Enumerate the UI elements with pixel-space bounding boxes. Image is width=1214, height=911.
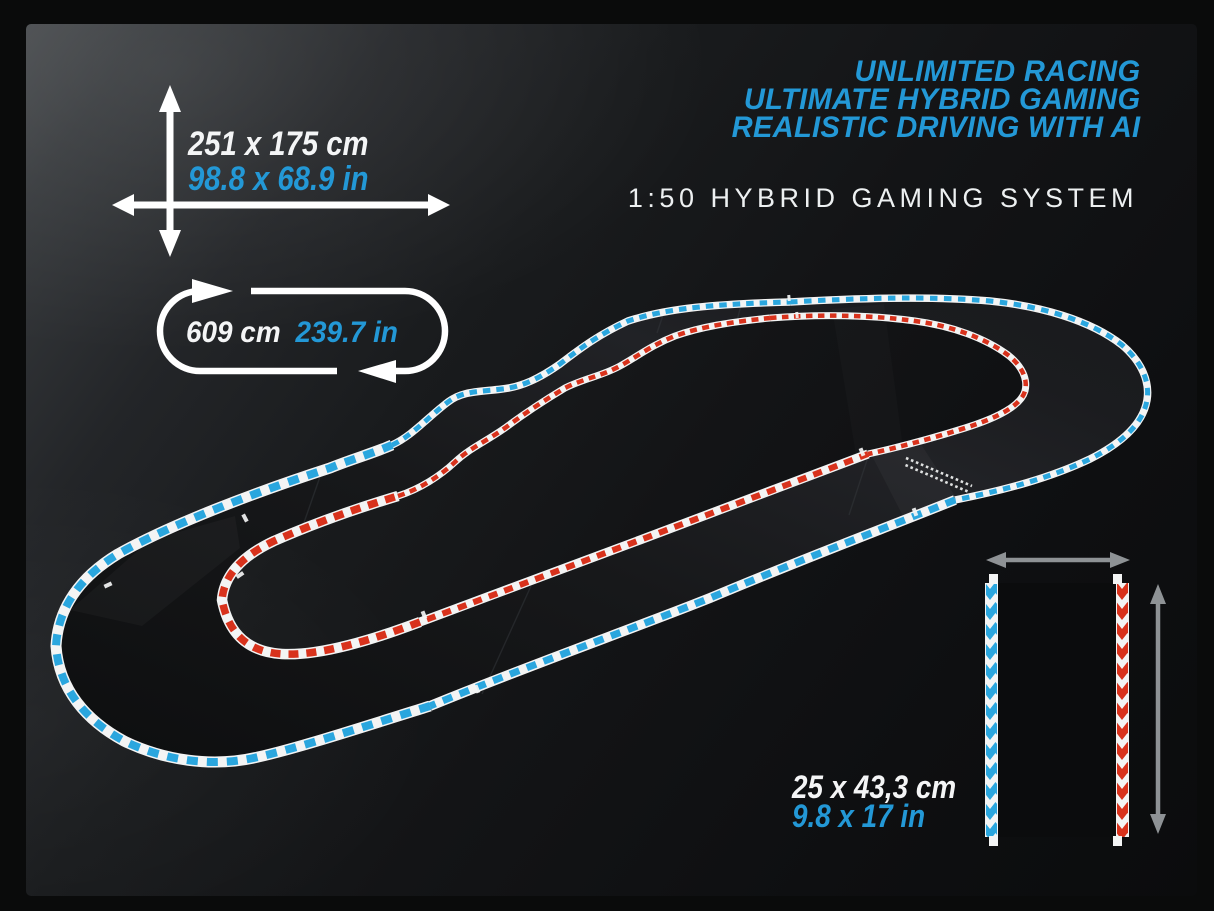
track-length-metric: 609 cm <box>186 316 281 349</box>
layout-dimensions: 251 x 175 cm 98.8 x 68.9 in <box>188 127 368 197</box>
layout-dimensions-imperial: 98.8 x 68.9 in <box>188 160 369 198</box>
arrow-left-icon <box>112 194 134 216</box>
straight-track-piece <box>985 552 1166 846</box>
piece-length-arrow <box>1150 584 1166 834</box>
piece-curb-left-blue <box>986 583 997 837</box>
piece-width-arrow <box>986 552 1130 568</box>
arrow-right-icon <box>428 194 450 216</box>
piece-curb-right-red <box>1117 583 1128 837</box>
layout-dimensions-metric: 251 x 175 cm <box>188 125 369 163</box>
headline-line-2: ULTIMATE HYBRID GAMING <box>743 83 1140 116</box>
track-length-imperial: 239.7 in <box>295 316 398 349</box>
connector-tab <box>1113 574 1122 584</box>
outer-curb-blue <box>51 295 1151 766</box>
arrow-up-icon <box>159 85 181 112</box>
track-length: 609 cm 239.7 in <box>186 316 398 350</box>
surface-sheen <box>832 304 902 455</box>
piece-dimensions-imperial: 9.8 x 17 in <box>792 798 926 834</box>
layout-dimension-arrows <box>112 85 450 257</box>
headline: UNLIMITED RACING ULTIMATE HYBRID GAMING … <box>731 55 1140 144</box>
arrow-down-icon <box>159 230 181 257</box>
arrow-left-icon <box>986 552 1006 568</box>
connector-tab <box>1113 836 1122 846</box>
arrow-down-icon <box>1150 814 1166 834</box>
track-seam <box>848 450 871 516</box>
connector-tab <box>989 836 998 846</box>
arrow-right-icon <box>1110 552 1130 568</box>
piece-dimensions-metric: 25 x 43,3 cm <box>792 769 957 805</box>
piece-surface <box>997 583 1117 837</box>
connector-tab <box>989 574 998 584</box>
track-layout <box>50 294 1152 768</box>
track-seam <box>481 585 532 695</box>
arrow-up-icon <box>1150 584 1166 604</box>
product-subtitle: 1:50 HYBRID GAMING SYSTEM <box>627 183 1138 213</box>
headline-line-1: UNLIMITED RACING <box>854 55 1140 88</box>
loop-arrow-head-right-icon <box>192 279 233 303</box>
piece-dimensions: 25 x 43,3 cm 9.8 x 17 in <box>792 769 957 834</box>
headline-line-3: REALISTIC DRIVING WITH AI <box>731 111 1140 144</box>
loop-arrow-head-left-icon <box>358 360 396 383</box>
start-finish-line <box>902 456 973 494</box>
inner-curb-red <box>218 313 1028 658</box>
lap-length-loop-arrow <box>156 279 449 383</box>
track-connector-nubs <box>103 294 919 694</box>
track-surface <box>56 298 1148 762</box>
